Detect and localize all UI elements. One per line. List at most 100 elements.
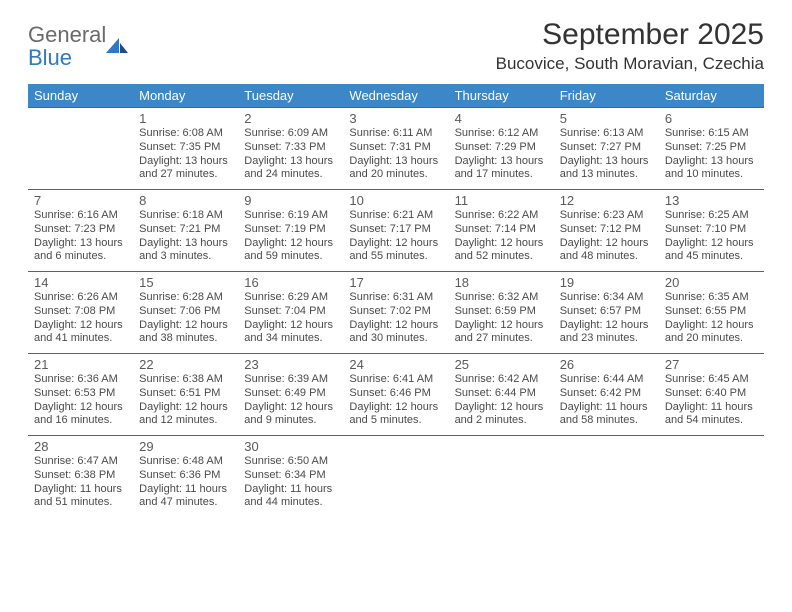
header: General Blue September 2025 Bucovice, So… [28,18,764,74]
sunrise-line: Sunrise: 6:34 AM [560,291,653,305]
daylight-line: Daylight: 12 hours and 34 minutes. [244,319,337,347]
day-number: 28 [34,439,127,454]
daylight-line: Daylight: 12 hours and 27 minutes. [455,319,548,347]
day-header: Friday [554,84,659,107]
day-number: 23 [244,357,337,372]
sunrise-line: Sunrise: 6:22 AM [455,209,548,223]
sunrise-line: Sunrise: 6:50 AM [244,455,337,469]
sunrise-line: Sunrise: 6:39 AM [244,373,337,387]
day-header: Wednesday [343,84,448,107]
sunrise-line: Sunrise: 6:48 AM [139,455,232,469]
daylight-line: Daylight: 13 hours and 20 minutes. [349,155,442,183]
calendar-cell: 8Sunrise: 6:18 AMSunset: 7:21 PMDaylight… [133,189,238,271]
calendar-row: 21Sunrise: 6:36 AMSunset: 6:53 PMDayligh… [28,353,764,435]
daylight-line: Daylight: 11 hours and 44 minutes. [244,483,337,511]
sunset-line: Sunset: 6:57 PM [560,305,653,319]
sunrise-line: Sunrise: 6:47 AM [34,455,127,469]
day-number: 2 [244,111,337,126]
calendar-cell-empty [343,435,448,517]
day-number: 1 [139,111,232,126]
daylight-line: Daylight: 12 hours and 20 minutes. [665,319,758,347]
day-number: 18 [455,275,548,290]
location: Bucovice, South Moravian, Czechia [496,54,764,74]
day-header-row: SundayMondayTuesdayWednesdayThursdayFrid… [28,84,764,107]
sunset-line: Sunset: 6:38 PM [34,469,127,483]
calendar-cell: 4Sunrise: 6:12 AMSunset: 7:29 PMDaylight… [449,107,554,189]
calendar-cell: 1Sunrise: 6:08 AMSunset: 7:35 PMDaylight… [133,107,238,189]
sunset-line: Sunset: 7:02 PM [349,305,442,319]
day-number: 30 [244,439,337,454]
sunset-line: Sunset: 7:29 PM [455,141,548,155]
day-number: 3 [349,111,442,126]
sunset-line: Sunset: 6:36 PM [139,469,232,483]
sunrise-line: Sunrise: 6:18 AM [139,209,232,223]
sunset-line: Sunset: 7:31 PM [349,141,442,155]
month-title: September 2025 [496,18,764,52]
sunrise-line: Sunrise: 6:09 AM [244,127,337,141]
calendar-cell: 20Sunrise: 6:35 AMSunset: 6:55 PMDayligh… [659,271,764,353]
daylight-line: Daylight: 13 hours and 17 minutes. [455,155,548,183]
calendar-cell: 21Sunrise: 6:36 AMSunset: 6:53 PMDayligh… [28,353,133,435]
sunrise-line: Sunrise: 6:28 AM [139,291,232,305]
sunrise-line: Sunrise: 6:13 AM [560,127,653,141]
calendar-cell: 22Sunrise: 6:38 AMSunset: 6:51 PMDayligh… [133,353,238,435]
day-number: 19 [560,275,653,290]
calendar-cell: 3Sunrise: 6:11 AMSunset: 7:31 PMDaylight… [343,107,448,189]
calendar-cell: 30Sunrise: 6:50 AMSunset: 6:34 PMDayligh… [238,435,343,517]
daylight-line: Daylight: 12 hours and 12 minutes. [139,401,232,429]
calendar-cell-empty [28,107,133,189]
daylight-line: Daylight: 12 hours and 41 minutes. [34,319,127,347]
sunset-line: Sunset: 7:33 PM [244,141,337,155]
daylight-line: Daylight: 11 hours and 51 minutes. [34,483,127,511]
daylight-line: Daylight: 12 hours and 2 minutes. [455,401,548,429]
sunrise-line: Sunrise: 6:23 AM [560,209,653,223]
day-number: 15 [139,275,232,290]
sunrise-line: Sunrise: 6:08 AM [139,127,232,141]
calendar-cell: 10Sunrise: 6:21 AMSunset: 7:17 PMDayligh… [343,189,448,271]
daylight-line: Daylight: 11 hours and 47 minutes. [139,483,232,511]
calendar-cell: 13Sunrise: 6:25 AMSunset: 7:10 PMDayligh… [659,189,764,271]
day-number: 4 [455,111,548,126]
sunset-line: Sunset: 6:59 PM [455,305,548,319]
calendar-cell: 9Sunrise: 6:19 AMSunset: 7:19 PMDaylight… [238,189,343,271]
sunset-line: Sunset: 7:10 PM [665,223,758,237]
day-number: 29 [139,439,232,454]
calendar-cell: 27Sunrise: 6:45 AMSunset: 6:40 PMDayligh… [659,353,764,435]
sunrise-line: Sunrise: 6:29 AM [244,291,337,305]
sunset-line: Sunset: 6:46 PM [349,387,442,401]
day-number: 26 [560,357,653,372]
calendar-cell: 25Sunrise: 6:42 AMSunset: 6:44 PMDayligh… [449,353,554,435]
day-number: 27 [665,357,758,372]
day-number: 12 [560,193,653,208]
logo-word-2: Blue [28,45,72,70]
day-header: Tuesday [238,84,343,107]
day-header: Saturday [659,84,764,107]
day-number: 6 [665,111,758,126]
sunrise-line: Sunrise: 6:25 AM [665,209,758,223]
sunset-line: Sunset: 7:27 PM [560,141,653,155]
sunrise-line: Sunrise: 6:11 AM [349,127,442,141]
daylight-line: Daylight: 13 hours and 3 minutes. [139,237,232,265]
daylight-line: Daylight: 12 hours and 23 minutes. [560,319,653,347]
sunset-line: Sunset: 7:21 PM [139,223,232,237]
sunset-line: Sunset: 6:42 PM [560,387,653,401]
sunrise-line: Sunrise: 6:38 AM [139,373,232,387]
calendar-row: 14Sunrise: 6:26 AMSunset: 7:08 PMDayligh… [28,271,764,353]
sunrise-line: Sunrise: 6:44 AM [560,373,653,387]
calendar-cell: 7Sunrise: 6:16 AMSunset: 7:23 PMDaylight… [28,189,133,271]
daylight-line: Daylight: 11 hours and 58 minutes. [560,401,653,429]
sunrise-line: Sunrise: 6:36 AM [34,373,127,387]
calendar-cell: 6Sunrise: 6:15 AMSunset: 7:25 PMDaylight… [659,107,764,189]
daylight-line: Daylight: 12 hours and 30 minutes. [349,319,442,347]
daylight-line: Daylight: 11 hours and 54 minutes. [665,401,758,429]
calendar-cell: 23Sunrise: 6:39 AMSunset: 6:49 PMDayligh… [238,353,343,435]
calendar-row: 28Sunrise: 6:47 AMSunset: 6:38 PMDayligh… [28,435,764,517]
sunset-line: Sunset: 6:49 PM [244,387,337,401]
day-number: 7 [34,193,127,208]
sunrise-line: Sunrise: 6:32 AM [455,291,548,305]
daylight-line: Daylight: 13 hours and 27 minutes. [139,155,232,183]
sunset-line: Sunset: 6:55 PM [665,305,758,319]
sunrise-line: Sunrise: 6:26 AM [34,291,127,305]
calendar-cell: 16Sunrise: 6:29 AMSunset: 7:04 PMDayligh… [238,271,343,353]
calendar-cell: 14Sunrise: 6:26 AMSunset: 7:08 PMDayligh… [28,271,133,353]
